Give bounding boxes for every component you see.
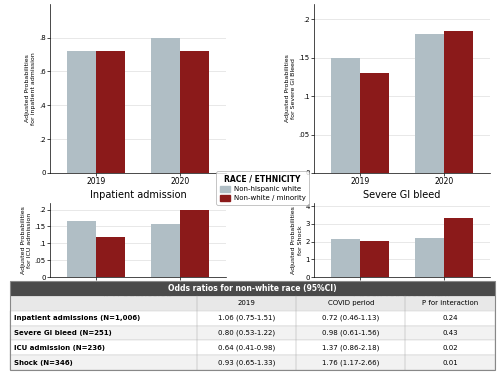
Text: COVID period: COVID period — [328, 300, 374, 306]
Text: 0.02: 0.02 — [442, 345, 458, 351]
Bar — [360, 241, 390, 277]
Bar — [444, 218, 473, 277]
Y-axis label: Adjusted Probabilities
for ICU admission: Adjusted Probabilities for ICU admission — [20, 206, 32, 274]
Bar — [96, 51, 126, 173]
Text: Inpatient admissions (N=1,006): Inpatient admissions (N=1,006) — [14, 315, 140, 321]
Y-axis label: Adjusted Probabilities
for Shock: Adjusted Probabilities for Shock — [292, 206, 302, 274]
Text: 0.80 (0.53-1.22): 0.80 (0.53-1.22) — [218, 330, 275, 336]
X-axis label: Shock (or mortality): Shock (or mortality) — [354, 295, 450, 304]
X-axis label: Inpatient admission: Inpatient admission — [90, 190, 186, 200]
Bar — [150, 224, 180, 277]
Text: 0.43: 0.43 — [442, 330, 458, 336]
Bar — [444, 31, 473, 173]
Legend: Non-hispanic white, Non-white / minority: Non-hispanic white, Non-white / minority — [216, 171, 309, 205]
Bar — [180, 209, 209, 277]
Text: 0.64 (0.41-0.98): 0.64 (0.41-0.98) — [218, 344, 275, 351]
Text: 1.37 (0.86-2.18): 1.37 (0.86-2.18) — [322, 344, 380, 351]
Y-axis label: Adjusted Probabilities
for inpatient admission: Adjusted Probabilities for inpatient adm… — [25, 52, 36, 125]
Text: 0.98 (0.61-1.56): 0.98 (0.61-1.56) — [322, 330, 380, 336]
Bar — [67, 51, 96, 173]
Bar — [414, 238, 444, 277]
Text: P for interaction: P for interaction — [422, 300, 478, 306]
Text: 0.93 (0.65-1.33): 0.93 (0.65-1.33) — [218, 359, 275, 366]
Text: 0.72 (0.46-1.13): 0.72 (0.46-1.13) — [322, 315, 380, 321]
Text: 1.76 (1.17-2.66): 1.76 (1.17-2.66) — [322, 359, 380, 366]
X-axis label: ICU admission: ICU admission — [104, 295, 172, 304]
Text: 0.24: 0.24 — [442, 315, 458, 321]
Y-axis label: Adjusted Probabilities
for Severe GI Bleed: Adjusted Probabilities for Severe GI Ble… — [284, 54, 296, 122]
Text: 1.06 (0.75-1.51): 1.06 (0.75-1.51) — [218, 315, 275, 321]
Text: 0.01: 0.01 — [442, 360, 458, 366]
Bar — [150, 38, 180, 173]
Bar — [331, 58, 360, 173]
Text: 2019: 2019 — [238, 300, 256, 306]
Bar — [180, 51, 209, 173]
Text: ICU admission (N=236): ICU admission (N=236) — [14, 345, 105, 351]
Text: Shock (N=346): Shock (N=346) — [14, 360, 73, 366]
Text: Odds ratios for non-white race (95%CI): Odds ratios for non-white race (95%CI) — [168, 284, 337, 293]
Bar — [414, 35, 444, 173]
Bar — [96, 237, 126, 277]
Bar — [360, 73, 390, 173]
X-axis label: Severe GI bleed: Severe GI bleed — [364, 190, 440, 200]
Text: Severe GI bleed (N=251): Severe GI bleed (N=251) — [14, 330, 112, 336]
Bar — [67, 221, 96, 277]
Bar — [331, 239, 360, 277]
